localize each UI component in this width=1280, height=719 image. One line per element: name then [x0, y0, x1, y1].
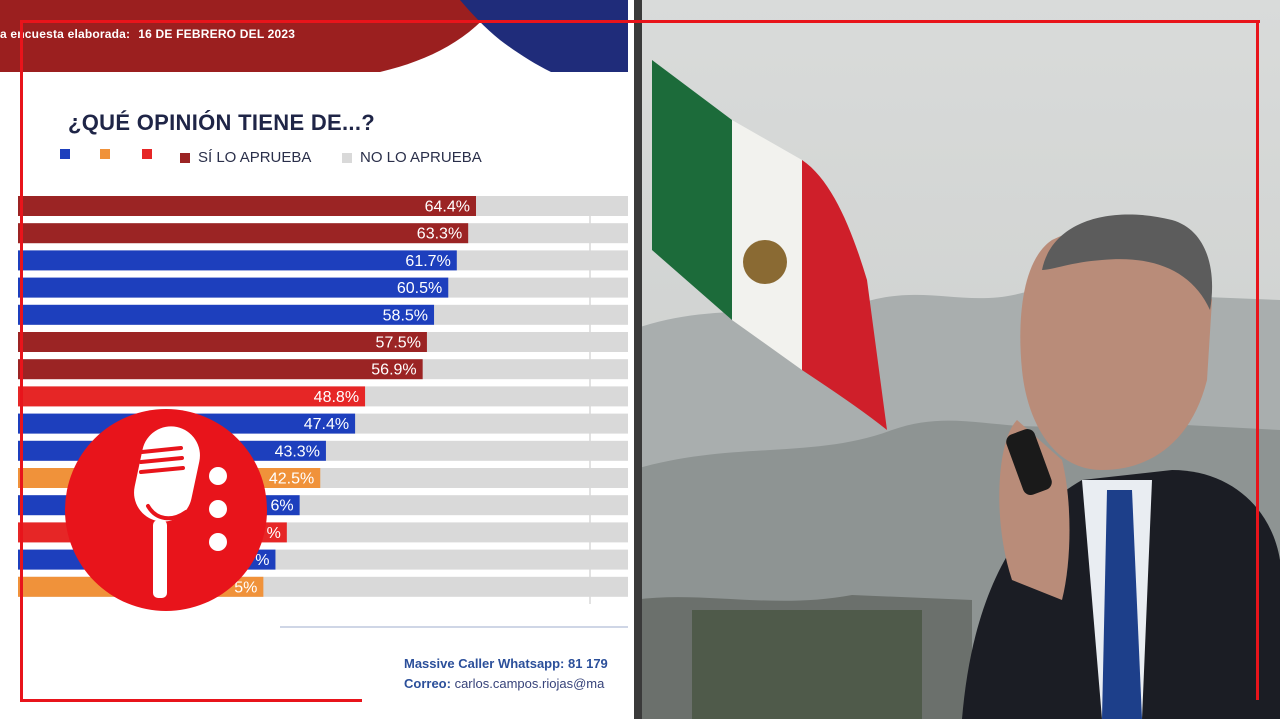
frame-bottom-left — [20, 699, 362, 702]
survey-date-value: 16 DE FEBRERO DEL 2023 — [138, 27, 296, 41]
legend-label: SÍ LO APRUEBA — [198, 149, 312, 166]
bar-approve — [18, 304, 435, 325]
legend-item: SÍ LO APRUEBA — [180, 149, 311, 166]
frame-top — [20, 20, 1260, 23]
bar-value-label: 57.5% — [376, 335, 421, 352]
microphone-icon — [65, 409, 267, 611]
bar-approve — [18, 223, 469, 244]
bar-value-label: 47.4% — [304, 416, 349, 433]
bar-value-label: 5% — [234, 579, 257, 596]
chart-title: ¿QUÉ OPINIÓN TIENE DE...? — [68, 110, 375, 135]
email-label: Correo: — [404, 676, 451, 691]
email-address: carlos.campos.riojas@ma — [454, 676, 605, 691]
bar-value-label: 48.8% — [314, 389, 359, 406]
bar-value-label: % — [267, 525, 281, 542]
bar-approve — [18, 250, 457, 271]
legend-swatch — [342, 152, 352, 163]
bar-approve — [18, 386, 366, 407]
panel-separator — [628, 0, 634, 719]
legend-swatch — [180, 152, 190, 163]
photo-panel — [632, 0, 1280, 719]
bar-value-label: 42.5% — [269, 471, 314, 488]
legend-item — [142, 149, 160, 159]
legend-item — [100, 149, 118, 159]
email-line: Correo: carlos.campos.riojas@ma — [404, 674, 608, 694]
official-on-phone-photo — [632, 0, 1280, 719]
bar-approve — [18, 277, 449, 298]
legend-swatch — [100, 149, 110, 159]
whatsapp-number: 81 179 — [568, 656, 608, 671]
legend-label: NO LO APRUEBA — [360, 149, 482, 166]
poll-chart-panel: a encuesta elaborada: 16 DE FEBRERO DEL 2… — [0, 0, 632, 719]
whatsapp-label: Massive Caller Whatsapp: — [404, 656, 565, 671]
frame-left — [20, 20, 23, 702]
bar-value-label: 58.5% — [383, 307, 428, 324]
bar-value-label: 6% — [271, 498, 294, 515]
survey-date: a encuesta elaborada: 16 DE FEBRERO DEL 2… — [0, 27, 295, 41]
legend-swatch — [60, 149, 70, 159]
bar-approve — [18, 196, 476, 216]
bar-approve — [18, 332, 427, 352]
survey-date-label: a encuesta elaborada: — [0, 27, 131, 41]
frame-right — [1256, 20, 1259, 700]
header-band — [0, 0, 632, 72]
bar-value-label: 56.9% — [371, 362, 416, 379]
bar-value-label: 60.5% — [397, 280, 442, 297]
legend-item — [60, 149, 78, 159]
bar-approve — [18, 359, 423, 380]
bar-value-label: 63.3% — [417, 226, 462, 243]
legend-swatch — [142, 149, 152, 159]
legend-item: NO LO APRUEBA — [342, 149, 482, 166]
bar-value-label: 43.3% — [275, 443, 320, 460]
bar-value-label: 61.7% — [405, 253, 450, 270]
whatsapp-line: Massive Caller Whatsapp: 81 179 — [404, 654, 608, 674]
bar-value-label: 64.4% — [425, 199, 470, 216]
bar-value-label: % — [255, 552, 269, 569]
footer-divider — [280, 626, 632, 628]
contact-footer: Massive Caller Whatsapp: 81 179 Correo: … — [404, 654, 608, 694]
